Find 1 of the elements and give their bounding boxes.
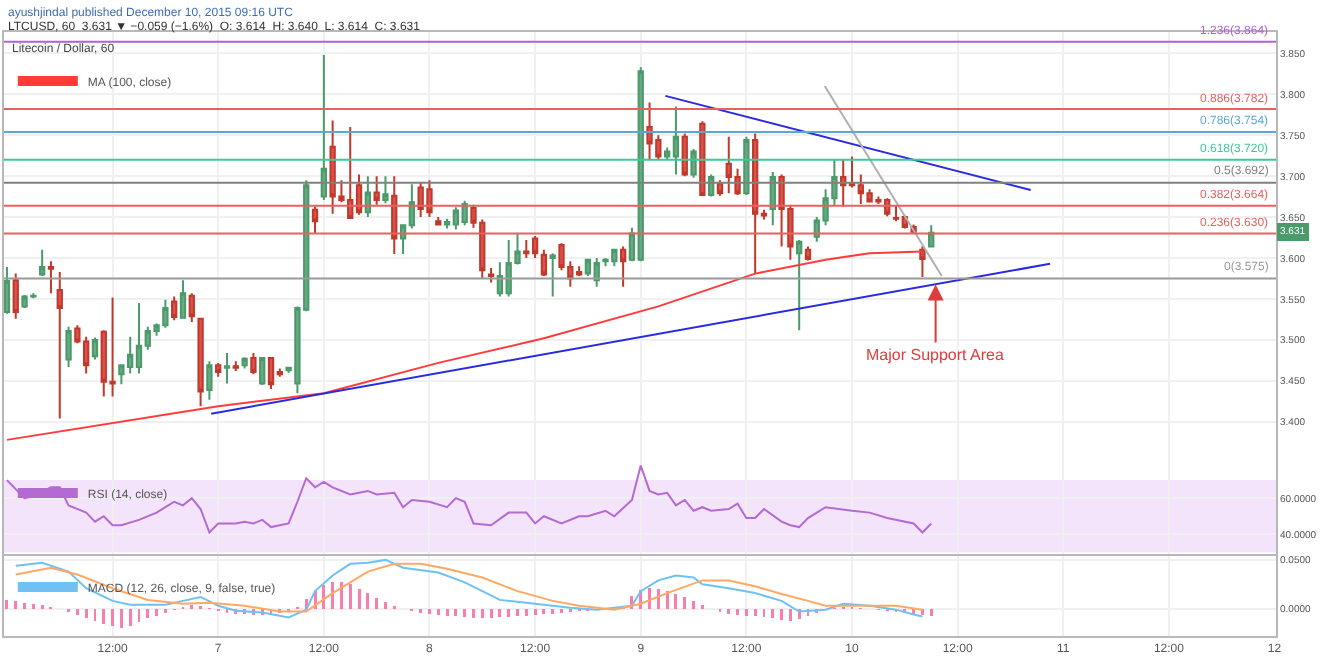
annotation: Major Support Area [866, 346, 1005, 364]
